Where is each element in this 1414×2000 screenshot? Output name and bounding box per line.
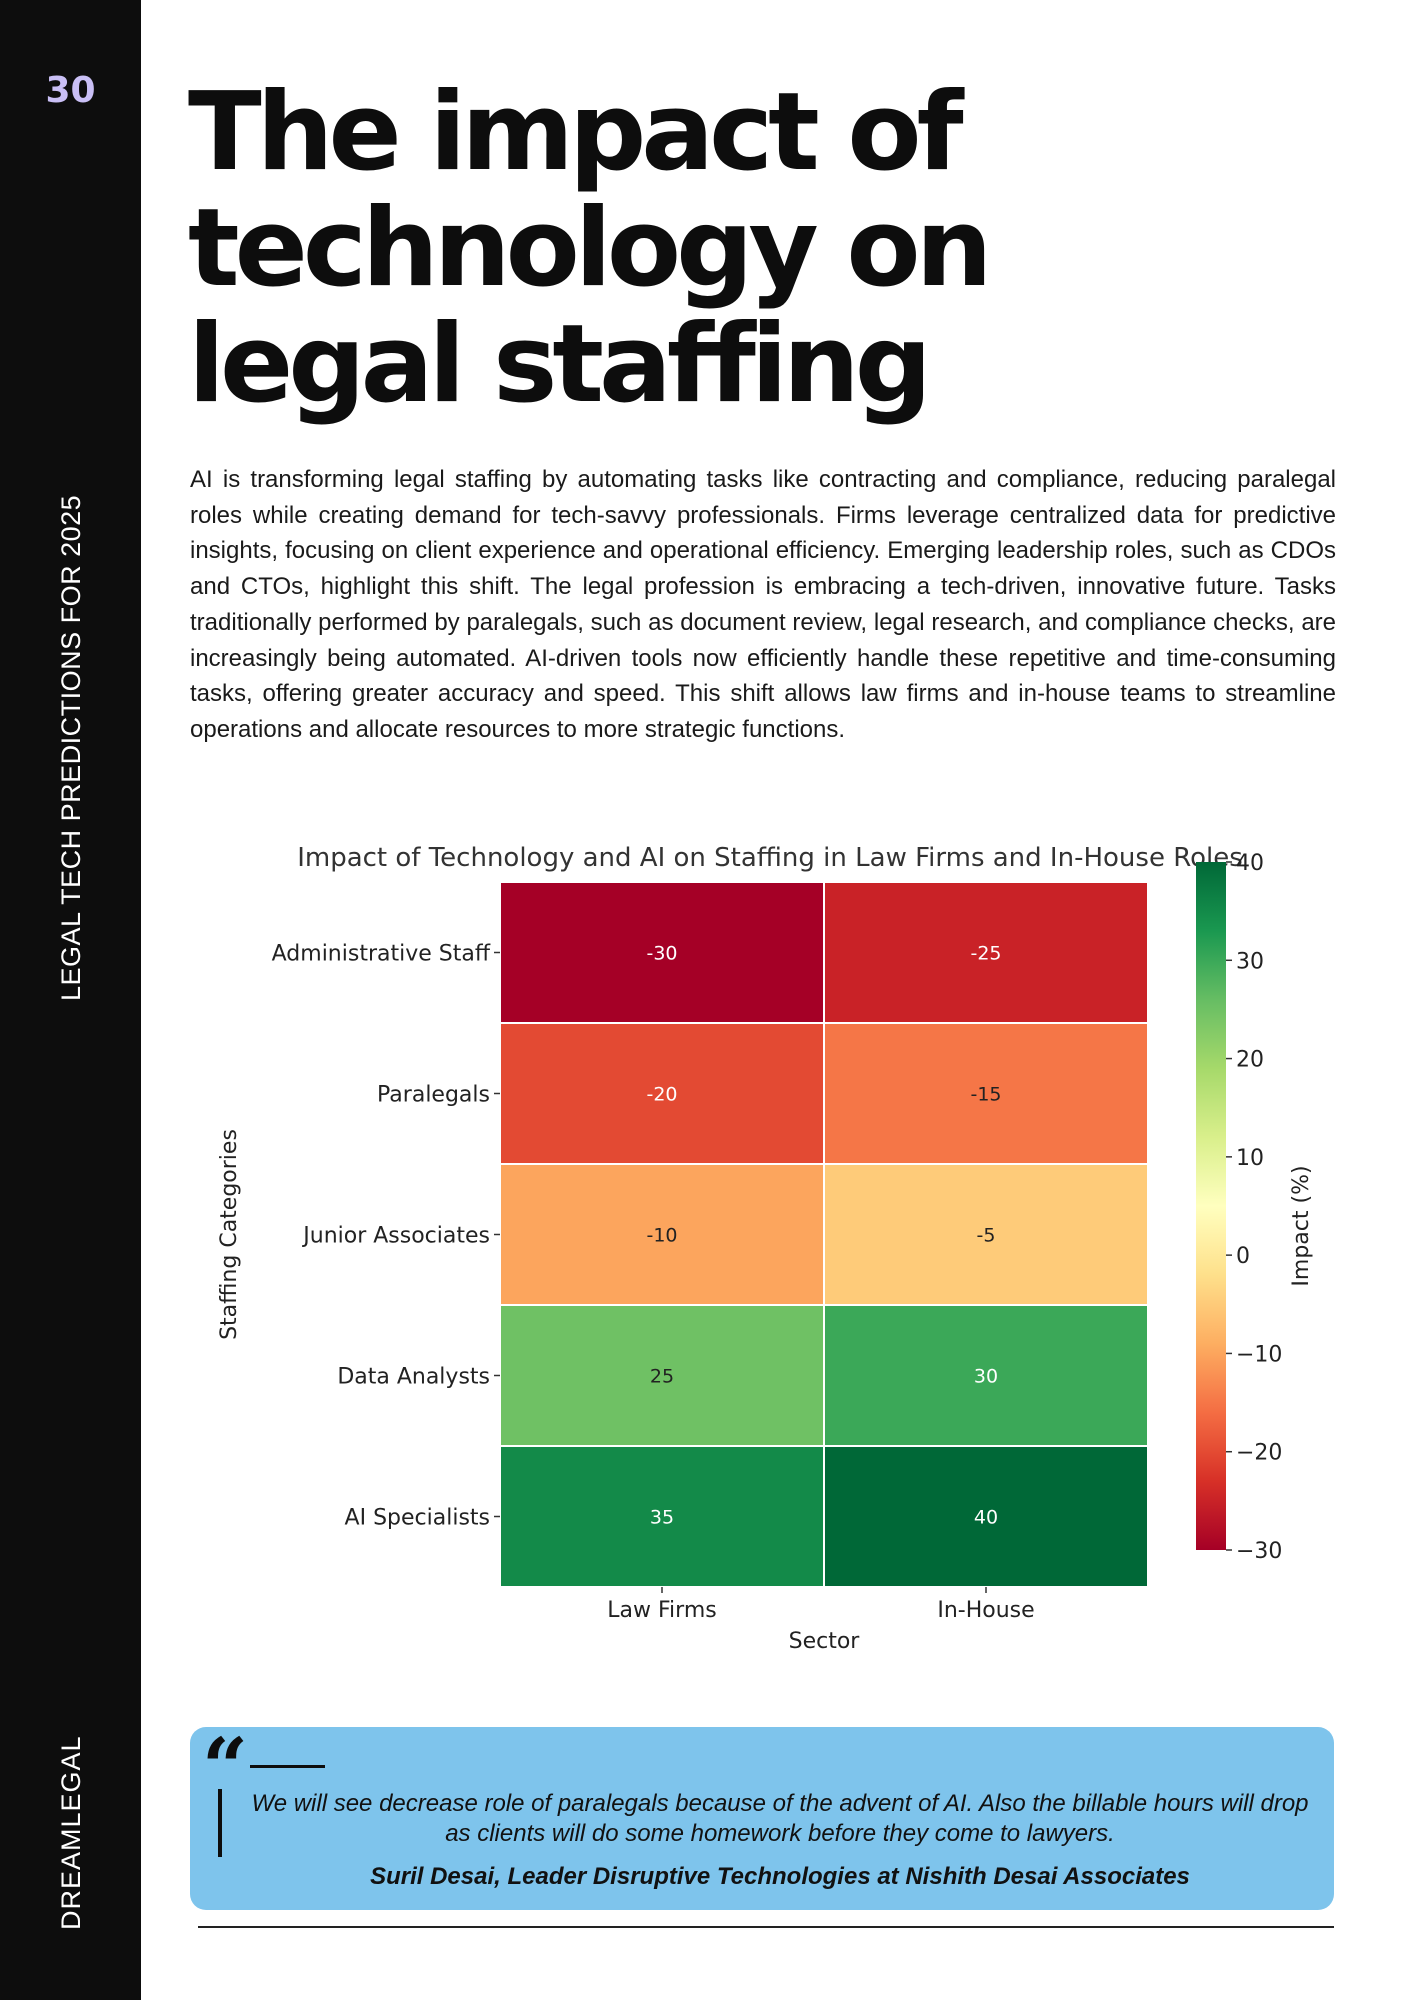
brand-name: DREAMLEGAL bbox=[56, 1735, 86, 1930]
colorbar-label: Impact (%) bbox=[1289, 1165, 1314, 1286]
cell-value-label: 40 bbox=[974, 1507, 998, 1529]
page-number: 30 bbox=[45, 70, 96, 111]
cell-value-label: -10 bbox=[646, 1225, 677, 1247]
heatmap-cell bbox=[823, 1445, 1149, 1588]
heatmap-svg: Impact of Technology and AI on Staffing … bbox=[217, 843, 1314, 1654]
y-tick-label: AI Specialists bbox=[345, 1506, 490, 1531]
x-axis-label: Sector bbox=[789, 1629, 861, 1654]
sidebar: 30 LEGAL TECH PREDICTIONS FOR 2025 DREAM… bbox=[0, 0, 141, 2000]
heatmap-cell bbox=[823, 1304, 1149, 1447]
cell-value-label: -25 bbox=[970, 943, 1001, 965]
cell-value-label: -30 bbox=[646, 943, 677, 965]
colorbar-tick-label: 20 bbox=[1236, 1048, 1264, 1073]
title-line: technology on bbox=[188, 186, 992, 311]
quote-author: Suril Desai, Leader Disruptive Technolog… bbox=[370, 1863, 1190, 1890]
x-tick-label: In-House bbox=[937, 1598, 1034, 1623]
heatmap-cell bbox=[823, 1022, 1149, 1165]
cell-value-label: -20 bbox=[646, 1084, 677, 1106]
colorbar-tick-label: 10 bbox=[1236, 1146, 1264, 1171]
colorbar-tick-label: 0 bbox=[1236, 1244, 1250, 1269]
body-paragraph: AI is transforming legal staffing by aut… bbox=[190, 466, 1336, 743]
quote-bar bbox=[218, 1789, 222, 1857]
colorbar-tick-label: −20 bbox=[1236, 1441, 1282, 1466]
heatmap-cell bbox=[499, 881, 825, 1024]
cell-value-label: 30 bbox=[974, 1366, 998, 1388]
quote-mark-icon: “ bbox=[202, 1720, 249, 1814]
bottom-divider bbox=[198, 1926, 1334, 1928]
cell-value-label: -15 bbox=[970, 1084, 1001, 1106]
colorbar-tick-label: −30 bbox=[1236, 1539, 1282, 1564]
quote-box: “ We will see decrease role of paralegal… bbox=[190, 1727, 1334, 1910]
cell-value-label: 35 bbox=[650, 1507, 674, 1529]
title-line: legal staffing bbox=[188, 302, 932, 427]
cell-value-label: 25 bbox=[650, 1366, 674, 1388]
quote-text: We will see decrease role of paralegals … bbox=[251, 1790, 1309, 1847]
y-tick-label: Data Analysts bbox=[337, 1365, 490, 1390]
quote-dash bbox=[250, 1765, 325, 1768]
publication-title: LEGAL TECH PREDICTIONS FOR 2025 bbox=[56, 494, 86, 1001]
x-tick-label: Law Firms bbox=[607, 1598, 716, 1623]
y-tick-label: Paralegals bbox=[377, 1083, 490, 1108]
y-tick-label: Junior Associates bbox=[301, 1224, 490, 1249]
colorbar-tick-label: −10 bbox=[1236, 1342, 1282, 1367]
y-tick-label: Administrative Staff bbox=[272, 942, 491, 967]
heatmap-chart: Impact of Technology and AI on Staffing … bbox=[200, 830, 1340, 1670]
chart-title: Impact of Technology and AI on Staffing … bbox=[297, 843, 1243, 873]
heatmap-cell bbox=[499, 1163, 825, 1306]
heatmap-cell bbox=[499, 1022, 825, 1165]
title-line: The impact of bbox=[188, 70, 964, 195]
page-title: The impact of technology on legal staffi… bbox=[188, 75, 1188, 423]
heatmap-cell bbox=[823, 1163, 1149, 1306]
colorbar-tick-label: 30 bbox=[1236, 949, 1264, 974]
heatmap-cell bbox=[823, 881, 1149, 1024]
y-axis-label: Staffing Categories bbox=[217, 1129, 242, 1340]
cell-value-label: -5 bbox=[977, 1225, 996, 1247]
colorbar bbox=[1196, 862, 1226, 1550]
colorbar-tick-label: 40 bbox=[1236, 851, 1264, 876]
